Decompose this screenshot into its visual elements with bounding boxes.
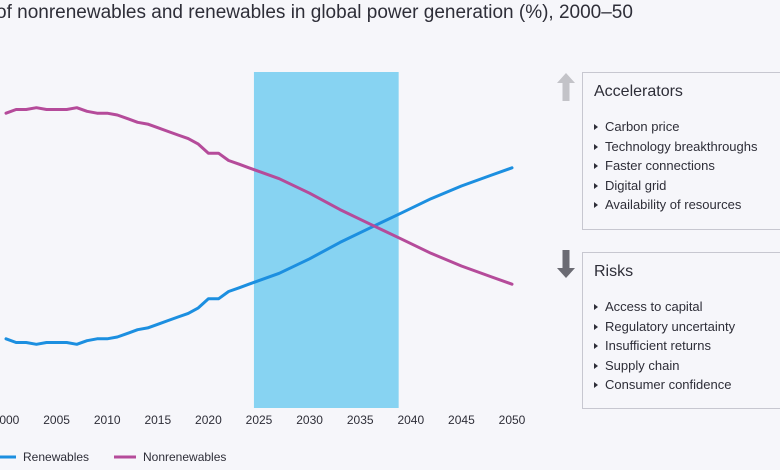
- x-axis-ticks: 2000 2005 2010 2015 2020 2025 2030 2035 2040 2045…: [0, 413, 526, 427]
- x-tick-label: 2040: [397, 413, 424, 427]
- bullet-icon: [594, 202, 598, 208]
- list-item-label: Digital grid: [605, 177, 667, 193]
- list-item: Supply chain: [594, 356, 735, 376]
- arrow-down-icon: [557, 250, 575, 278]
- legend-label-nonrenewables: Nonrenewables: [143, 450, 226, 464]
- legend-label-renewables: Renewables: [23, 450, 89, 464]
- bullet-icon: [594, 143, 598, 150]
- bullet-icon: [594, 382, 598, 388]
- risks-list: Access to capital Regulatory uncertainty…: [594, 297, 735, 395]
- accelerators-box: Accelerators Carbon price Technology bre…: [582, 72, 780, 230]
- chart-title: of nonrenewables and renewables in globa…: [0, 2, 633, 23]
- list-item-label: Carbon price: [605, 119, 680, 134]
- x-tick-label: 2015: [144, 413, 171, 427]
- highlight-band: [253, 72, 399, 408]
- series-layer: [4, 106, 514, 346]
- bullet-icon: [594, 304, 598, 310]
- x-tick-label: 2035: [347, 413, 374, 427]
- list-item: Consumer confidence: [594, 375, 735, 395]
- bullet-icon: [594, 343, 598, 349]
- x-tick-label: 2050: [499, 413, 526, 427]
- accelerators-title: Accelerators: [594, 83, 683, 100]
- x-tick-label: 2005: [43, 413, 70, 427]
- line-chart: 2000 2005 2010 2015 2020 2025 2030 2035 2040 2045…: [0, 72, 526, 464]
- risks-title: Risks: [594, 263, 634, 280]
- series-line-nonrenewables: [4, 106, 514, 286]
- accelerators-list: Carbon price Technology breakthroughs Fa…: [594, 117, 758, 215]
- bullet-icon: [594, 323, 598, 330]
- x-tick-label: 2030: [296, 413, 323, 427]
- list-item-label: Supply chain: [605, 357, 680, 373]
- x-tick-label: 2025: [246, 413, 273, 427]
- list-item-label: Faster connections: [605, 158, 715, 173]
- legend: Renewables Nonrenewables: [0, 450, 226, 464]
- list-item-label: Insufficient returns: [605, 338, 711, 353]
- x-tick-label: 2020: [195, 413, 222, 427]
- list-item-label: Regulatory uncertainty: [605, 318, 736, 334]
- list-item: Digital grid: [594, 176, 758, 196]
- list-item: Carbon price: [594, 117, 758, 137]
- list-item: Access to capital: [594, 297, 735, 317]
- list-item: Regulatory uncertainty: [594, 317, 735, 337]
- risks-box: Risks Access to capital Regulatory uncer…: [582, 252, 780, 409]
- series-line-renewables: [4, 166, 514, 346]
- x-tick-label: 2045: [448, 413, 475, 427]
- arrow-up-icon: [557, 73, 575, 101]
- bullet-icon: [594, 163, 598, 169]
- x-tick-label: 2010: [94, 413, 121, 427]
- list-item: Insufficient returns: [594, 336, 735, 356]
- bullet-icon: [594, 362, 598, 369]
- list-item: Technology breakthroughs: [594, 137, 758, 157]
- bullet-icon: [594, 182, 598, 189]
- list-item-label: Availability of resources: [605, 197, 742, 212]
- list-item: Availability of resources: [594, 195, 758, 215]
- list-item-label: Access to capital: [605, 299, 703, 314]
- x-tick-label: 2000: [0, 413, 20, 427]
- list-item: Faster connections: [594, 156, 758, 176]
- list-item-label: Technology breakthroughs: [605, 138, 758, 154]
- bullet-icon: [594, 124, 598, 130]
- list-item-label: Consumer confidence: [605, 377, 732, 392]
